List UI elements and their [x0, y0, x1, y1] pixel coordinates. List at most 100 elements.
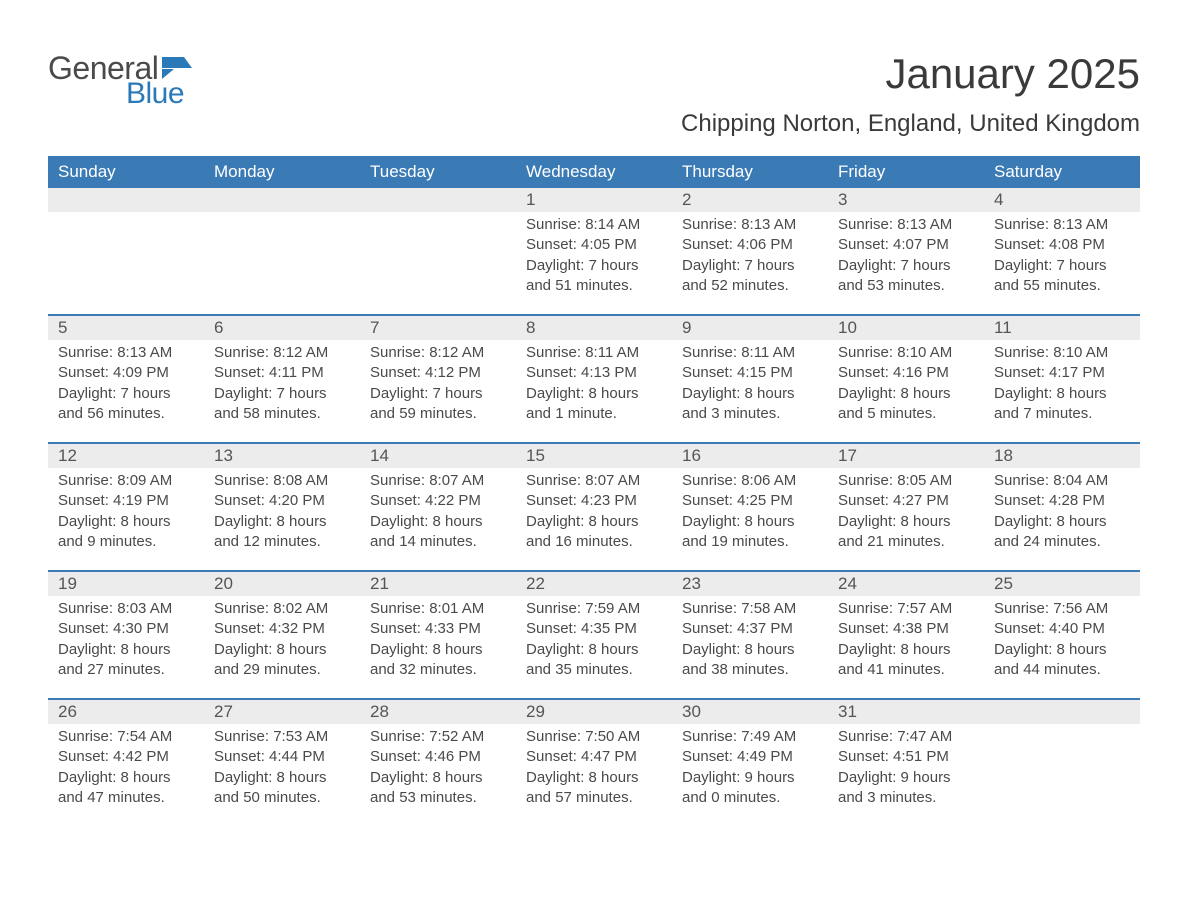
- month-title: January 2025: [681, 50, 1140, 98]
- daylight-text: Daylight: 7 hours and 56 minutes.: [58, 384, 194, 425]
- day-content-row: Sunrise: 8:09 AMSunset: 4:19 PM Daylight:…: [48, 468, 1140, 570]
- day-cell: Sunrise: 7:47 AMSunset: 4:51 PMDaylight:…: [828, 724, 984, 826]
- daylight-text: Daylight: 8 hours and 7 minutes.: [994, 384, 1130, 425]
- daylight-text: Daylight: 8 hours and 1 minute.: [526, 384, 662, 425]
- daylight-text: Daylight: 8 hours and 19 minutes.: [682, 512, 818, 553]
- day-cell: [48, 212, 204, 314]
- day-cell: Sunrise: 8:08 AMSunset: 4:20 PMDaylight:…: [204, 468, 360, 570]
- sunset-text: Sunset: 4:06 PM: [682, 235, 818, 255]
- day-cell: Sunrise: 8:13 AMSunset: 4:06 PMDaylight:…: [672, 212, 828, 314]
- sunrise-text: Sunrise: 8:13 AM: [994, 215, 1130, 235]
- day-number-row: 262728293031: [48, 698, 1140, 724]
- sunrise-text: Sunrise: 8:12 AM: [370, 343, 506, 363]
- day-cell: Sunrise: 7:49 AMSunset: 4:49 PMDaylight:…: [672, 724, 828, 826]
- day-number-row: 12131415161718: [48, 442, 1140, 468]
- sunrise-text: Sunrise: 7:54 AM: [58, 727, 194, 747]
- day-cell: Sunrise: 8:01 AMSunset: 4:33 PMDaylight:…: [360, 596, 516, 698]
- sunrise-text: Sunrise: 8:04 AM: [994, 471, 1130, 491]
- day-cell: Sunrise: 7:56 AMSunset: 4:40 PMDaylight:…: [984, 596, 1140, 698]
- sunset-text: Sunset: 4:51 PM: [838, 747, 974, 767]
- day-number: 31: [828, 700, 984, 724]
- day-number: 22: [516, 572, 672, 596]
- day-number: 18: [984, 444, 1140, 468]
- sunrise-text: Sunrise: 8:13 AM: [838, 215, 974, 235]
- daylight-text: Daylight: 8 hours and 21 minutes.: [838, 512, 974, 553]
- sunset-text: Sunset: 4:37 PM: [682, 619, 818, 639]
- sunset-text: Sunset: 4:13 PM: [526, 363, 662, 383]
- day-number: 9: [672, 316, 828, 340]
- daylight-text: Daylight: 8 hours and 14 minutes.: [370, 512, 506, 553]
- day-number: 20: [204, 572, 360, 596]
- daylight-text: Daylight: 8 hours and 24 minutes.: [994, 512, 1130, 553]
- day-cell: Sunrise: 7:58 AMSunset: 4:37 PMDaylight:…: [672, 596, 828, 698]
- day-number: 25: [984, 572, 1140, 596]
- daylight-text: Daylight: 8 hours and 16 minutes.: [526, 512, 662, 553]
- day-cell: Sunrise: 8:13 AMSunset: 4:07 PMDaylight:…: [828, 212, 984, 314]
- weeks-container: 1234Sunrise: 8:14 AMSunset: 4:05 PMDayli…: [48, 188, 1140, 826]
- day-cell: Sunrise: 8:06 AMSunset: 4:25 PMDaylight:…: [672, 468, 828, 570]
- day-cell: Sunrise: 8:07 AMSunset: 4:23 PMDaylight:…: [516, 468, 672, 570]
- day-cell: Sunrise: 7:50 AMSunset: 4:47 PMDaylight:…: [516, 724, 672, 826]
- day-number-row: 567891011: [48, 314, 1140, 340]
- day-cell: Sunrise: 8:05 AMSunset: 4:27 PMDaylight:…: [828, 468, 984, 570]
- day-cell: Sunrise: 8:09 AMSunset: 4:19 PMDaylight:…: [48, 468, 204, 570]
- day-number: 10: [828, 316, 984, 340]
- sunset-text: Sunset: 4:46 PM: [370, 747, 506, 767]
- sunset-text: Sunset: 4:15 PM: [682, 363, 818, 383]
- daylight-text: Daylight: 7 hours and 58 minutes.: [214, 384, 350, 425]
- sunset-text: Sunset: 4:32 PM: [214, 619, 350, 639]
- day-number-row: 1234: [48, 188, 1140, 212]
- sunset-text: Sunset: 4:17 PM: [994, 363, 1130, 383]
- day-number: 12: [48, 444, 204, 468]
- day-number: 14: [360, 444, 516, 468]
- weekday-header: Sunday: [48, 156, 204, 188]
- day-cell: Sunrise: 7:59 AMSunset: 4:35 PMDaylight:…: [516, 596, 672, 698]
- sunset-text: Sunset: 4:28 PM: [994, 491, 1130, 511]
- day-cell: Sunrise: 8:13 AMSunset: 4:09 PMDaylight:…: [48, 340, 204, 442]
- day-number: 8: [516, 316, 672, 340]
- sunrise-text: Sunrise: 7:53 AM: [214, 727, 350, 747]
- sunrise-text: Sunrise: 8:11 AM: [682, 343, 818, 363]
- sunset-text: Sunset: 4:44 PM: [214, 747, 350, 767]
- day-number: 4: [984, 188, 1140, 212]
- weekday-header: Monday: [204, 156, 360, 188]
- day-cell: Sunrise: 8:03 AMSunset: 4:30 PMDaylight:…: [48, 596, 204, 698]
- day-cell: Sunrise: 7:53 AMSunset: 4:44 PMDaylight:…: [204, 724, 360, 826]
- day-number: 19: [48, 572, 204, 596]
- day-number: 3: [828, 188, 984, 212]
- day-content-row: Sunrise: 8:13 AMSunset: 4:09 PMDaylight:…: [48, 340, 1140, 442]
- day-number: 24: [828, 572, 984, 596]
- sunset-text: Sunset: 4:09 PM: [58, 363, 194, 383]
- sunset-text: Sunset: 4:16 PM: [838, 363, 974, 383]
- sunrise-text: Sunrise: 7:47 AM: [838, 727, 974, 747]
- sunset-text: Sunset: 4:05 PM: [526, 235, 662, 255]
- sunrise-text: Sunrise: 8:01 AM: [370, 599, 506, 619]
- sunset-text: Sunset: 4:23 PM: [526, 491, 662, 511]
- sunrise-text: Sunrise: 8:13 AM: [682, 215, 818, 235]
- day-cell: Sunrise: 7:54 AMSunset: 4:42 PMDaylight:…: [48, 724, 204, 826]
- sunset-text: Sunset: 4:19 PM: [58, 491, 194, 511]
- daylight-text: Daylight: 8 hours and 5 minutes.: [838, 384, 974, 425]
- sunrise-text: Sunrise: 8:11 AM: [526, 343, 662, 363]
- daylight-text: Daylight: 8 hours and 47 minutes.: [58, 768, 194, 809]
- sunrise-text: Sunrise: 8:06 AM: [682, 471, 818, 491]
- daylight-text: Daylight: 8 hours and 27 minutes.: [58, 640, 194, 681]
- day-cell: Sunrise: 8:02 AMSunset: 4:32 PMDaylight:…: [204, 596, 360, 698]
- daylight-text: Daylight: 8 hours and 57 minutes.: [526, 768, 662, 809]
- day-number: 7: [360, 316, 516, 340]
- daylight-text: Daylight: 7 hours and 55 minutes.: [994, 256, 1130, 297]
- day-cell: [204, 212, 360, 314]
- sunrise-text: Sunrise: 7:52 AM: [370, 727, 506, 747]
- day-number: 13: [204, 444, 360, 468]
- sunrise-text: Sunrise: 7:57 AM: [838, 599, 974, 619]
- sunset-text: Sunset: 4:33 PM: [370, 619, 506, 639]
- weekday-header: Wednesday: [516, 156, 672, 188]
- sunset-text: Sunset: 4:12 PM: [370, 363, 506, 383]
- sunrise-text: Sunrise: 8:12 AM: [214, 343, 350, 363]
- day-cell: Sunrise: 8:12 AMSunset: 4:12 PMDaylight:…: [360, 340, 516, 442]
- daylight-text: Daylight: 8 hours and 53 minutes.: [370, 768, 506, 809]
- day-number: 17: [828, 444, 984, 468]
- daylight-text: Daylight: 8 hours and 3 minutes.: [682, 384, 818, 425]
- sunrise-text: Sunrise: 8:09 AM: [58, 471, 194, 491]
- day-number: 1: [516, 188, 672, 212]
